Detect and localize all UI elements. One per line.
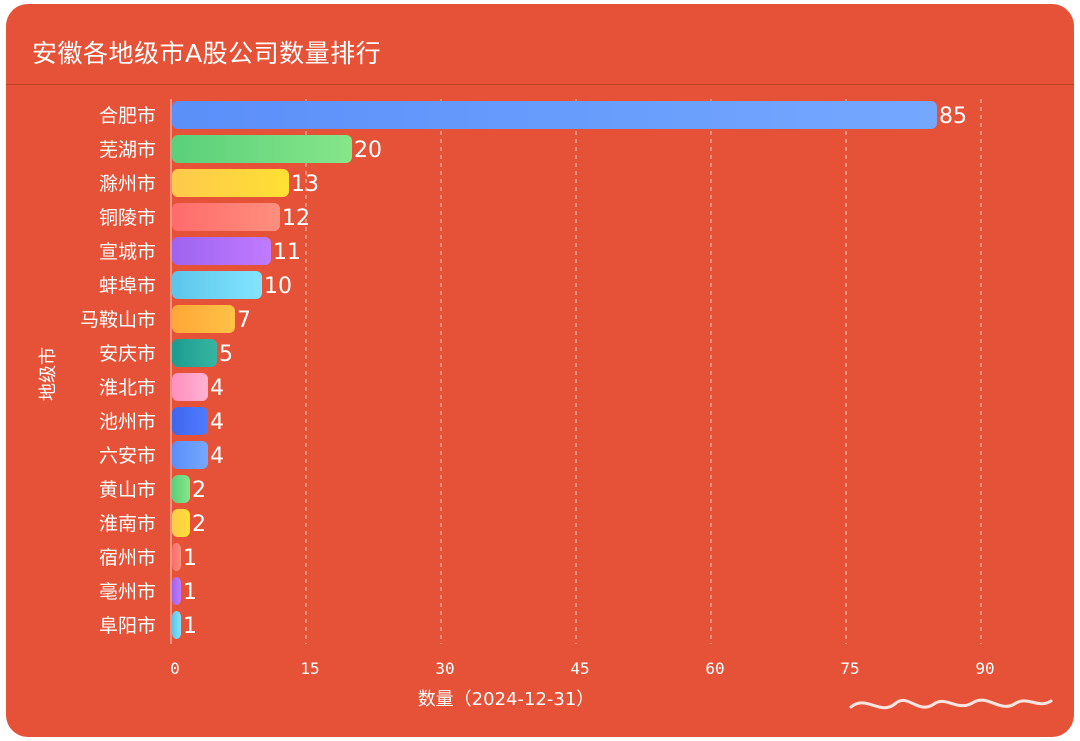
bar: [172, 101, 937, 129]
value-label: 13: [291, 172, 319, 197]
value-label: 2: [192, 512, 206, 537]
category-label: 芜湖市: [99, 139, 156, 161]
value-label: 4: [210, 410, 224, 435]
value-label: 4: [210, 376, 224, 401]
category-label: 阜阳市: [99, 615, 156, 637]
x-tick-label: 0: [170, 659, 180, 678]
value-label: 20: [354, 138, 382, 163]
gridlines: [305, 99, 982, 644]
bar: [172, 441, 208, 469]
category-label: 亳州市: [99, 581, 156, 603]
bar-chart: 合肥市芜湖市滁州市铜陵市宣城市蚌埠市马鞍山市安庆市淮北市池州市六安市黄山市淮南市…: [38, 99, 995, 710]
value-label: 12: [282, 206, 310, 231]
x-tick-label: 30: [435, 659, 454, 678]
value-label: 4: [210, 444, 224, 469]
category-label: 滁州市: [99, 173, 156, 195]
category-labels: 合肥市芜湖市滁州市铜陵市宣城市蚌埠市马鞍山市安庆市淮北市池州市六安市黄山市淮南市…: [80, 105, 156, 637]
category-label: 马鞍山市: [80, 309, 156, 331]
chart-title: 安徽各地级市A股公司数量排行: [32, 39, 382, 68]
bar: [172, 135, 352, 163]
x-tick-label: 75: [840, 659, 859, 678]
value-label: 11: [273, 240, 301, 265]
category-label: 淮北市: [99, 377, 156, 399]
bar: [172, 169, 289, 197]
x-axis-title: 数量（2024-12-31）: [418, 689, 595, 710]
category-label: 铜陵市: [99, 207, 156, 229]
value-label: 2: [192, 478, 206, 503]
category-label: 安庆市: [99, 343, 156, 365]
category-label: 合肥市: [99, 105, 156, 127]
x-tick-label: 60: [705, 659, 724, 678]
watermark-logo: [849, 698, 1053, 710]
value-label: 1: [183, 546, 197, 571]
bar: [172, 373, 208, 401]
bar: [172, 611, 181, 639]
category-label: 蚌埠市: [99, 275, 156, 297]
value-label: 1: [183, 614, 197, 639]
bar: [172, 543, 181, 571]
category-label: 黄山市: [99, 479, 156, 501]
title-divider: [6, 84, 1074, 85]
bars: [172, 101, 937, 639]
bar: [172, 475, 190, 503]
x-tick-label: 90: [975, 659, 994, 678]
category-label: 宣城市: [99, 241, 156, 263]
x-tick-label: 45: [570, 659, 589, 678]
bar: [172, 509, 190, 537]
value-label: 10: [264, 274, 292, 299]
bar: [172, 203, 280, 231]
bar: [172, 237, 271, 265]
y-axis-title: 地级市: [38, 347, 59, 401]
category-label: 淮南市: [99, 513, 156, 535]
x-tick-label: 15: [300, 659, 319, 678]
category-label: 池州市: [99, 411, 156, 433]
value-label: 5: [219, 342, 233, 367]
x-tick-labels: 0 15 30 45 60 75 90: [170, 659, 994, 678]
value-label: 7: [237, 308, 251, 333]
chart-card: 安徽各地级市A股公司数量排行 合肥市芜湖市滁州市铜陵市宣城市蚌埠市马鞍山市安庆市…: [6, 4, 1074, 737]
bar: [172, 339, 217, 367]
value-label: 1: [183, 580, 197, 605]
category-label: 六安市: [99, 445, 156, 467]
bar: [172, 577, 181, 605]
bar: [172, 305, 235, 333]
category-label: 宿州市: [99, 547, 156, 569]
value-label: 85: [939, 104, 967, 129]
bar: [172, 271, 262, 299]
bar: [172, 407, 208, 435]
